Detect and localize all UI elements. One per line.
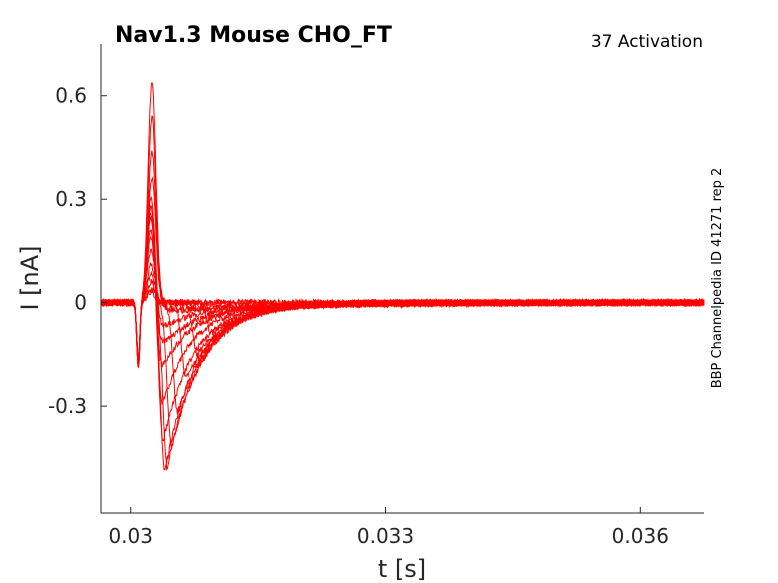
y-axis-label: I [nA]: [16, 245, 44, 310]
y-tick-label: 0: [74, 291, 87, 315]
x-axis-label: t [s]: [378, 555, 426, 583]
y-tick-label: 0.3: [55, 187, 87, 211]
x-tick-label: 0.033: [357, 524, 414, 548]
channelpedia-id-label: BBP Channelpedia ID 41271 rep 2: [710, 168, 725, 389]
x-tick-label: 0.036: [612, 524, 669, 548]
traces-group: [100, 82, 705, 472]
chart-title: Nav1.3 Mouse CHO_FT: [115, 23, 392, 48]
protocol-label: 37 Activation: [591, 32, 703, 52]
current-trace: [100, 288, 705, 363]
y-tick-label: 0.6: [55, 84, 87, 108]
y-tick-label: -0.3: [48, 394, 87, 418]
x-ticks: 0.03 0.033 0.036: [108, 507, 669, 548]
y-ticks: -0.3 0 0.3 0.6: [48, 84, 107, 418]
x-tick-label: 0.03: [108, 524, 153, 548]
